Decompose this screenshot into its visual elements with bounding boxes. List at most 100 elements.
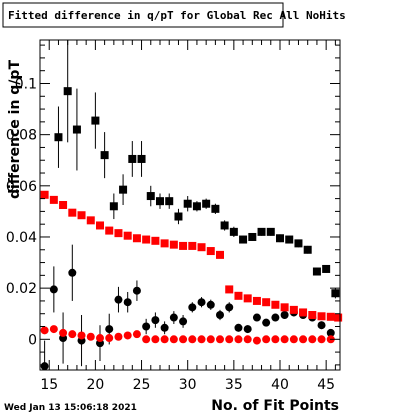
data-point-circle-s3-24 [262, 335, 271, 344]
data-point-circle-s3-16 [188, 335, 197, 344]
data-point-circle-s1-18 [216, 311, 224, 319]
data-point-circle-s3-13 [160, 335, 169, 344]
data-point-circle-s1-30 [326, 328, 335, 337]
data-point-square-s2-0 [40, 190, 49, 199]
data-point-square-s2-27 [289, 305, 298, 314]
data-point-square-s0-3 [91, 116, 100, 125]
data-point-square-s2-17 [197, 243, 206, 252]
data-point-square-s0-28 [322, 264, 331, 273]
data-point-circle-s1-1 [49, 285, 58, 294]
data-point-square-s2-12 [151, 236, 160, 245]
data-point-square-s2-16 [188, 241, 197, 250]
data-point-square-s0-14 [192, 202, 201, 211]
data-point-square-s2-4 [77, 211, 86, 220]
data-point-circle-s3-6 [96, 334, 104, 343]
data-point-square-s2-11 [142, 235, 151, 244]
data-point-circle-s1-13 [169, 313, 178, 322]
data-point-circle-s3-19 [216, 335, 224, 344]
data-point-square-s0-16 [211, 204, 220, 213]
data-point-square-s2-30 [317, 312, 326, 321]
data-point-circle-s3-9 [123, 331, 132, 340]
data-point-circle-s1-29 [317, 321, 326, 330]
data-point-circle-s1-19 [225, 303, 234, 312]
data-point-circle-s3-22 [243, 335, 252, 344]
data-point-square-s2-8 [114, 229, 123, 238]
y-axis-label: difference in q/pT [7, 60, 23, 199]
data-point-square-s0-0 [54, 133, 63, 142]
y-tick-label: 0.06 [6, 179, 37, 195]
data-point-circle-s3-4 [77, 331, 86, 340]
data-point-circle-s1-22 [252, 313, 261, 322]
data-point-circle-s3-11 [142, 335, 151, 344]
data-point-square-s2-21 [234, 291, 243, 300]
data-point-square-s0-8 [137, 154, 146, 163]
data-point-circle-s1-0 [40, 362, 49, 371]
data-point-circle-s3-30 [317, 335, 326, 344]
data-markers [40, 40, 343, 371]
data-point-circle-s1-7 [114, 295, 123, 304]
data-point-square-s0-2 [72, 125, 81, 134]
data-point-circle-s3-17 [197, 335, 206, 344]
data-point-square-s0-9 [146, 192, 155, 201]
data-point-circle-s3-3 [68, 330, 77, 339]
x-axis: 15 20 25 30 35 40 45 [39, 40, 336, 393]
data-point-circle-s3-8 [114, 332, 123, 341]
data-point-circle-s3-14 [169, 335, 178, 344]
x-tick-label: 15 [40, 377, 58, 393]
data-point-square-s0-17 [220, 221, 229, 230]
data-point-circle-s3-7 [105, 334, 114, 343]
data-point-circle-s3-28 [299, 335, 308, 344]
data-point-square-s2-24 [262, 298, 271, 307]
x-tick-label: 35 [225, 377, 243, 393]
data-point-square-s2-19 [216, 250, 224, 259]
data-point-square-s0-26 [303, 245, 312, 254]
data-point-circle-s3-1 [49, 325, 58, 334]
data-point-circle-s1-12 [160, 323, 169, 332]
data-point-square-s0-29 [331, 289, 340, 298]
data-point-square-s0-6 [119, 185, 128, 194]
data-point-square-s2-25 [271, 300, 280, 309]
data-point-square-s2-23 [252, 296, 261, 305]
data-point-square-s0-23 [276, 234, 284, 243]
data-point-square-s2-29 [308, 311, 317, 319]
data-point-square-s2-2 [59, 201, 68, 209]
data-point-circle-s3-10 [132, 330, 141, 339]
data-point-square-s0-19 [239, 235, 248, 244]
data-point-square-s0-11 [165, 197, 174, 206]
x-tick-label: 30 [179, 377, 197, 393]
data-point-circle-s3-2 [59, 328, 68, 337]
data-point-square-s0-10 [156, 197, 164, 206]
data-point-square-s2-13 [160, 239, 169, 248]
data-point-square-s0-18 [229, 227, 238, 236]
data-point-square-s0-4 [100, 151, 109, 160]
data-point-square-s2-22 [243, 294, 252, 303]
data-point-square-s0-20 [248, 232, 257, 241]
data-point-square-s0-1 [63, 87, 72, 96]
title-box [2, 2, 284, 28]
data-point-square-s0-12 [174, 212, 183, 221]
y-tick-label: 0.1 [15, 76, 37, 92]
data-point-square-s0-15 [202, 199, 211, 208]
data-point-square-s2-3 [68, 208, 77, 217]
data-point-square-s0-27 [312, 267, 321, 276]
plot-frame [39, 39, 341, 371]
data-point-square-s2-6 [96, 221, 104, 230]
data-point-square-s0-21 [257, 227, 266, 236]
x-tick-label: 40 [271, 377, 289, 393]
data-point-circle-s1-6 [105, 325, 114, 334]
y-tick-label: 0.08 [6, 128, 37, 144]
data-point-square-s2-7 [105, 226, 114, 235]
data-point-square-s0-7 [128, 154, 137, 163]
data-point-circle-s1-14 [179, 317, 188, 326]
data-point-circle-s3-23 [252, 336, 261, 345]
timestamp: Wed Jan 13 15:06:18 2021 [4, 403, 137, 413]
data-point-circle-s3-27 [289, 335, 298, 344]
data-point-circle-s1-16 [197, 298, 206, 307]
data-point-circle-s3-20 [225, 335, 234, 344]
data-point-square-s2-10 [132, 234, 141, 243]
data-point-square-s2-28 [299, 308, 308, 317]
data-point-circle-s3-0 [40, 326, 49, 335]
data-point-circle-s1-24 [271, 313, 280, 322]
data-point-square-s2-31 [326, 312, 335, 321]
